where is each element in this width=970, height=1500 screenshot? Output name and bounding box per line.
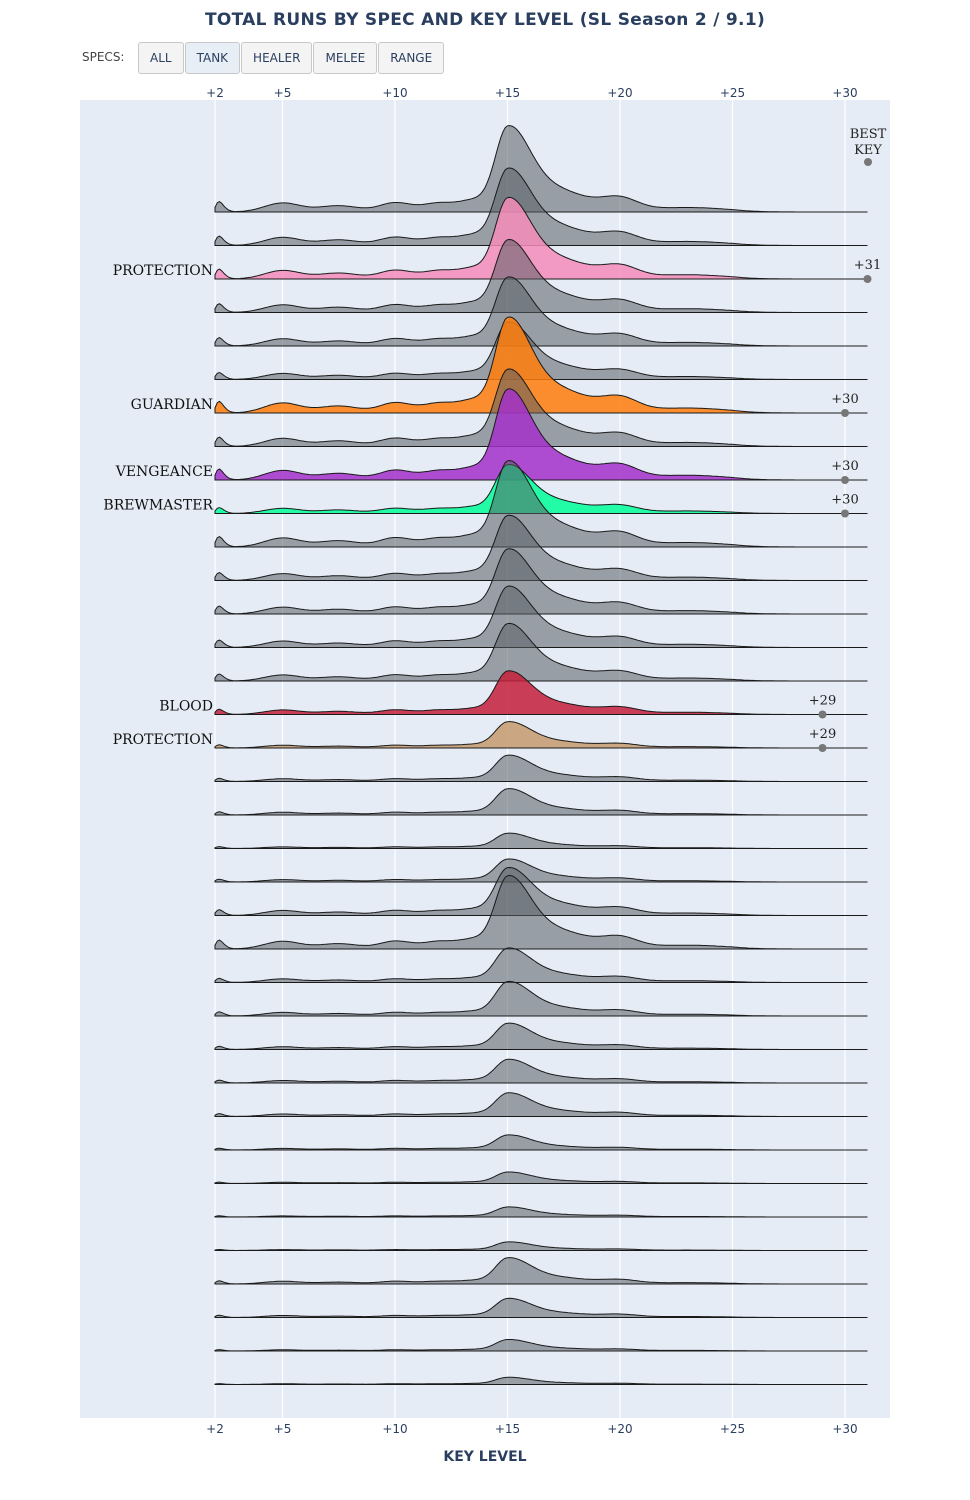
spec-button-healer[interactable]: HEALER xyxy=(241,42,313,74)
best-key-dot xyxy=(863,275,872,283)
spec-button-range[interactable]: RANGE xyxy=(378,42,445,74)
spec-label-vengeance: VENGEANCE xyxy=(115,464,213,480)
spec-button-all[interactable]: ALL xyxy=(138,42,184,74)
best-key-dot xyxy=(818,744,827,752)
best-key-dot xyxy=(841,476,849,484)
best-key-label: +29 xyxy=(809,727,836,742)
ridge-guardian xyxy=(214,316,868,414)
x-tick-label-bottom: +2 xyxy=(206,1422,224,1436)
spec-label-brewmaster: BREWMASTER xyxy=(103,498,213,514)
best-key-label: +31 xyxy=(854,258,881,273)
x-tick-label-top: +15 xyxy=(495,86,520,100)
x-tick-label-bottom: +20 xyxy=(607,1422,632,1436)
x-axis-title: KEY LEVEL xyxy=(443,1449,526,1465)
spec-label-guardian: GUARDIAN xyxy=(131,397,213,413)
x-tick-label-top: +30 xyxy=(832,86,857,100)
x-tick-label-bottom: +25 xyxy=(720,1422,745,1436)
ridge-series xyxy=(214,125,868,1385)
spec-label-protection: PROTECTION xyxy=(113,732,213,748)
spec-label-protection: PROTECTION xyxy=(113,263,213,279)
x-axis-top-ticks: +2 +5 +10 +15 +20 +25 +30 xyxy=(206,86,858,100)
specs-label: SPECS: xyxy=(82,50,125,64)
x-tick-label-top: +25 xyxy=(720,86,745,100)
best-key-dot xyxy=(841,509,849,518)
best-key-dot xyxy=(818,710,827,719)
ridge-series-path xyxy=(214,125,868,213)
x-tick-label-bottom: +30 xyxy=(832,1422,857,1436)
best-key-header-dot xyxy=(864,158,872,166)
best-key-label: +30 xyxy=(831,392,858,407)
best-key-markers: BEST KEY +31 +30 +30 +30 +29 +29 xyxy=(809,127,887,752)
x-axis-bottom-ticks: +2 +5 +10 +15 +20 +25 +30 xyxy=(206,1422,858,1436)
best-key-label: +30 xyxy=(831,459,858,474)
spec-button-melee[interactable]: MELEE xyxy=(313,42,378,74)
chart-title: TOTAL RUNS BY SPEC AND KEY LEVEL (SL Sea… xyxy=(204,10,766,30)
spec-label-blood: BLOOD xyxy=(159,699,213,715)
x-tick-label-top: +5 xyxy=(274,86,292,100)
x-tick-label-top: +20 xyxy=(607,86,632,100)
x-tick-label-bottom: +5 xyxy=(274,1422,292,1436)
best-key-header-line2: KEY xyxy=(854,143,882,158)
ridge-vengeance xyxy=(214,388,868,481)
spec-labels: PROTECTION GUARDIAN VENGEANCE BREWMASTER BLO… xyxy=(103,263,213,748)
best-key-dot xyxy=(841,409,849,417)
x-tick-label-top: +2 xyxy=(206,86,224,100)
x-tick-label-bottom: +10 xyxy=(382,1422,407,1436)
best-key-label: +30 xyxy=(831,493,858,508)
x-tick-label-bottom: +15 xyxy=(495,1422,520,1436)
spec-button-tank[interactable]: TANK xyxy=(184,42,241,74)
x-tick-label-top: +10 xyxy=(382,86,407,100)
ridge-series-path xyxy=(214,460,868,548)
spec-filter-buttons: ALL TANK HEALER MELEE RANGE xyxy=(138,42,445,74)
best-key-header-line1: BEST xyxy=(850,127,887,142)
best-key-label: +29 xyxy=(809,694,836,709)
